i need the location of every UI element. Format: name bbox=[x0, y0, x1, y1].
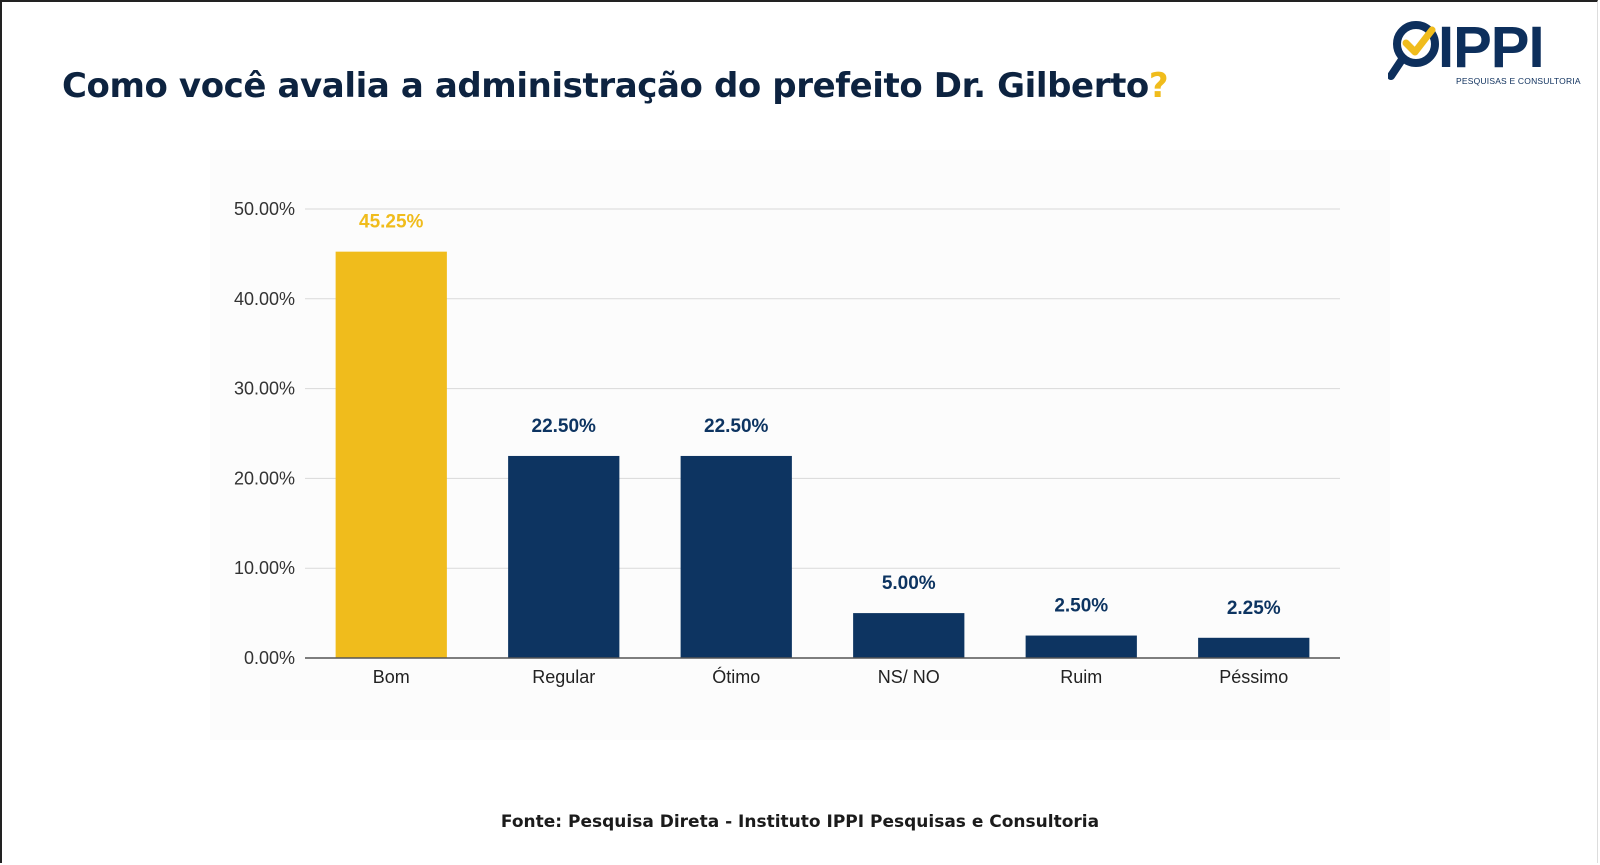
data-label: 45.25% bbox=[359, 212, 424, 233]
bar bbox=[853, 613, 965, 658]
bar bbox=[335, 251, 447, 658]
y-tick-label: 50.00% bbox=[234, 199, 295, 219]
chart-panel: 0.00% 10.00% 20.00% 30.00% 40.00% 50.00% 45.25… bbox=[210, 150, 1390, 740]
y-tick-label: 40.00% bbox=[234, 289, 295, 309]
logo-wordmark: IPPI bbox=[1438, 15, 1545, 80]
x-tick-label: Regular bbox=[532, 667, 595, 687]
y-tick-label: 0.00% bbox=[244, 648, 295, 668]
bar bbox=[1025, 635, 1137, 658]
chart-title: Como você avalia a administração do pref… bbox=[62, 66, 1169, 106]
y-tick-label: 10.00% bbox=[234, 558, 295, 578]
data-label: 5.00% bbox=[882, 573, 936, 594]
ippi-logo: IPPI PESQUISAS E CONSULTORIA bbox=[1388, 15, 1581, 92]
y-tick-label: 30.00% bbox=[234, 379, 295, 399]
title-question-mark: ? bbox=[1148, 66, 1169, 106]
title-text: Como você avalia a administração do pref… bbox=[62, 66, 1149, 106]
y-tick-label: 20.00% bbox=[234, 468, 295, 488]
source-note: Fonte: Pesquisa Direta - Instituto IPPI … bbox=[500, 812, 1100, 832]
magnifier-check-icon bbox=[1388, 21, 1439, 80]
data-label: 2.50% bbox=[1054, 596, 1108, 617]
bar bbox=[508, 455, 620, 658]
x-tick-label: NS/ NO bbox=[878, 667, 940, 687]
bar-chart: 0.00% 10.00% 20.00% 30.00% 40.00% 50.00% 45.25… bbox=[234, 199, 1340, 687]
x-tick-label: Bom bbox=[373, 667, 410, 687]
x-tick-label: Ruim bbox=[1060, 667, 1102, 687]
x-tick-label: Ótimo bbox=[712, 666, 760, 687]
logo-tagline: PESQUISAS E CONSULTORIA bbox=[1456, 76, 1581, 86]
data-label: 22.50% bbox=[532, 416, 597, 437]
x-tick-label: Péssimo bbox=[1219, 667, 1288, 687]
bar bbox=[680, 455, 792, 658]
data-label: 2.25% bbox=[1227, 598, 1281, 619]
data-label: 22.50% bbox=[704, 416, 769, 437]
bar bbox=[1198, 637, 1310, 658]
